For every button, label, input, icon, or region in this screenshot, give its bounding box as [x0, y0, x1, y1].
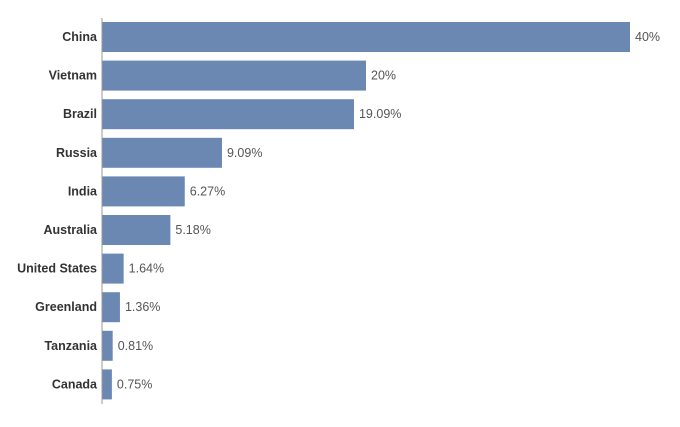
category-label-tanzania: Tanzania	[44, 339, 98, 353]
value-label-united-states: 1.64%	[129, 262, 164, 276]
category-label-china: China	[62, 30, 98, 44]
bars-group	[102, 22, 630, 400]
value-label-china: 40%	[635, 30, 660, 44]
category-label-russia: Russia	[56, 146, 98, 160]
category-label-canada: Canada	[52, 377, 98, 391]
value-label-tanzania: 0.81%	[118, 339, 153, 353]
category-label-united-states: United States	[17, 262, 97, 276]
category-label-australia: Australia	[44, 223, 99, 237]
bar-vietnam	[102, 60, 366, 91]
category-label-vietnam: Vietnam	[49, 69, 97, 83]
bar-tanzania	[102, 330, 113, 361]
category-labels-group: China Vietnam Brazil Russia India Australia Un…	[17, 30, 98, 391]
bar-china	[102, 22, 630, 52]
value-label-australia: 5.18%	[175, 223, 210, 237]
value-label-russia: 9.09%	[227, 146, 262, 160]
category-label-brazil: Brazil	[63, 107, 97, 121]
value-label-greenland: 1.36%	[125, 300, 160, 314]
bar-russia	[102, 137, 222, 168]
value-labels-group: 40% 20% 19.09% 9.09% 6.27% 5.18% 1.64% 1.36% 0.8…	[117, 30, 660, 391]
category-label-greenland: Greenland	[35, 300, 97, 314]
bar-greenland	[102, 292, 120, 323]
bar-india	[102, 176, 185, 207]
value-label-brazil: 19.09%	[359, 107, 401, 121]
bar-canada	[102, 369, 112, 400]
category-label-india: India	[68, 184, 98, 198]
value-label-canada: 0.75%	[117, 377, 152, 391]
bar-united-states	[102, 253, 124, 284]
bar-australia	[102, 215, 171, 245]
bar-brazil	[102, 99, 354, 130]
value-label-vietnam: 20%	[371, 69, 396, 83]
value-label-india: 6.27%	[190, 184, 225, 198]
